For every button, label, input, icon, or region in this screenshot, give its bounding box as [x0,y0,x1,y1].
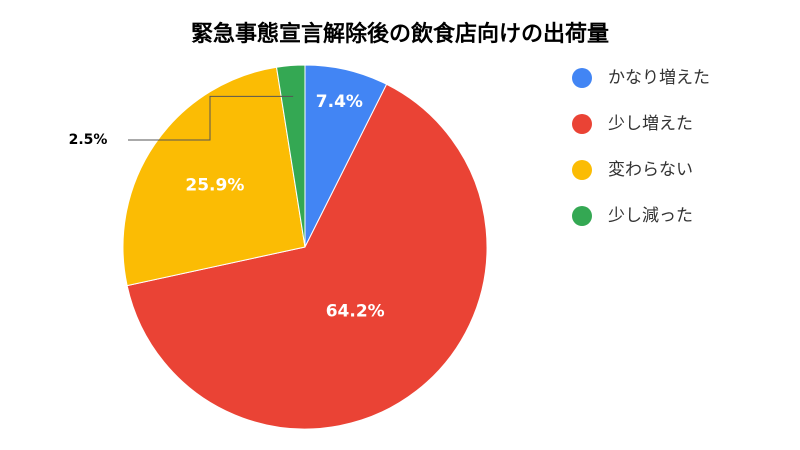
legend-swatch [572,206,592,226]
legend-label: かなり増えた [608,68,710,88]
data-label: 25.9% [185,175,244,195]
pie-slice [275,64,306,248]
data-label: 64.2% [326,302,385,322]
legend-swatch [572,68,592,88]
leader-line [128,95,294,141]
legend-swatch [572,160,592,180]
legend-label: 少し減った [608,206,693,226]
pie-slice [126,83,488,430]
data-label: 7.4% [316,92,363,112]
legend-swatch [572,114,592,134]
legend-label: 変わらない [608,160,693,180]
chart-title: 緊急事態宣言解除後の飲食店向けの出荷量 [191,21,609,47]
pie-slice [122,66,306,287]
data-label: 2.5% [69,132,108,148]
legend-label: 少し増えた [608,114,693,134]
